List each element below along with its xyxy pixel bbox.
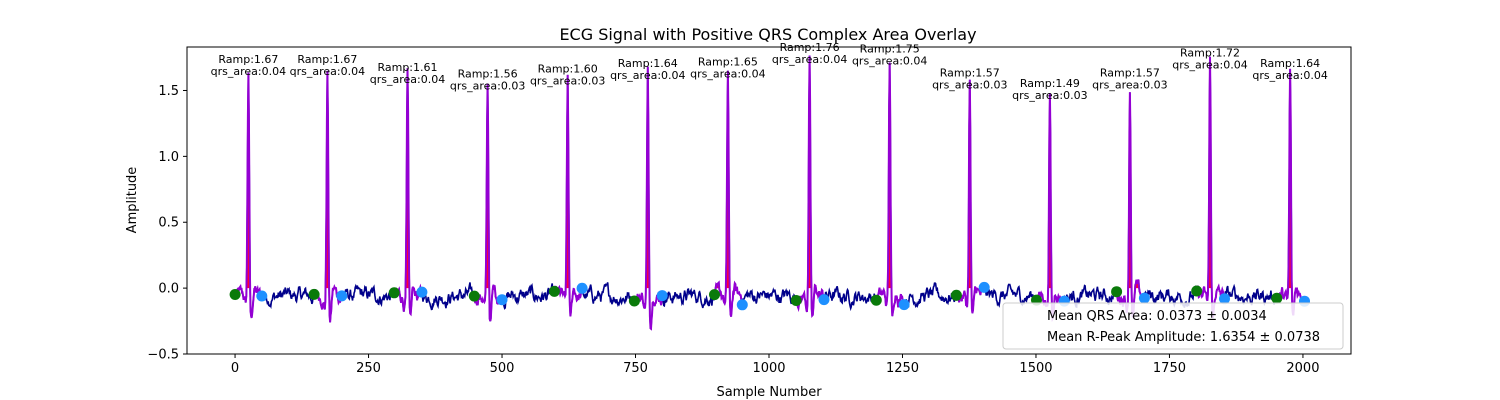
peak-qrs-area-label-3: qrs_area:0.03 <box>450 80 525 93</box>
y-tick-label-3: 1.0 <box>158 150 179 165</box>
qrs-segment-line-0 <box>234 72 263 319</box>
peak-qrs-area-label-8: qrs_area:0.04 <box>852 55 927 68</box>
qrs-segment-line-6 <box>713 70 744 317</box>
qrs-segment-line-7 <box>795 55 825 318</box>
qrs-offset-marker-6 <box>736 299 748 311</box>
peak-ramp-label-0: Ramp:1.67 <box>218 53 278 66</box>
qrs-onset-marker-13 <box>1271 292 1283 304</box>
chart-title: ECG Signal with Positive QRS Complex Are… <box>559 25 976 44</box>
qrs-offset-marker-11 <box>1138 292 1150 304</box>
peak-qrs-area-label-11: qrs_area:0.03 <box>1092 78 1167 91</box>
x-axis-label: Sample Number <box>716 385 822 400</box>
qrs-onset-marker-8 <box>870 294 882 306</box>
legend-entry-r-peak-amplitude: Mean R-Peak Amplitude: 1.6354 ± 0.0738 <box>1047 330 1320 345</box>
peak-qrs-area-label-0: qrs_area:0.04 <box>211 65 286 78</box>
peak-qrs-area-label-7: qrs_area:0.04 <box>772 53 847 66</box>
peak-ramp-label-13: Ramp:1.64 <box>1260 57 1320 70</box>
legend: Mean QRS Area: 0.0373 ± 0.0034 Mean R-Pe… <box>1002 302 1344 350</box>
qrs-offset-marker-0 <box>256 290 268 302</box>
peak-ramp-label-3: Ramp:1.56 <box>458 68 518 81</box>
qrs-segment-line-11 <box>1115 92 1146 318</box>
peak-qrs-area-label-4: qrs_area:0.03 <box>530 74 605 87</box>
qrs-onset-marker-5 <box>628 295 640 307</box>
peak-ramp-label-10: Ramp:1.49 <box>1020 77 1080 90</box>
x-tick-label-4: 1000 <box>752 361 785 376</box>
qrs-offset-marker-8 <box>898 299 910 311</box>
peak-ramp-label-9: Ramp:1.57 <box>940 66 1000 79</box>
qrs-offset-marker-7 <box>818 294 830 306</box>
qrs-segment-line-8 <box>875 62 906 317</box>
peak-qrs-area-label-12: qrs_area:0.04 <box>1172 59 1247 72</box>
qrs-onset-marker-7 <box>790 295 802 306</box>
x-tick-label-6: 1500 <box>1019 361 1052 376</box>
peak-ramp-label-12: Ramp:1.72 <box>1180 47 1240 60</box>
qrs-offset-marker-3 <box>496 294 508 306</box>
peak-ramp-label-7: Ramp:1.76 <box>780 41 840 54</box>
peak-qrs-area-label-1: qrs_area:0.04 <box>290 65 365 78</box>
peak-qrs-area-label-6: qrs_area:0.04 <box>690 68 765 81</box>
x-tick-label-2: 500 <box>490 361 515 376</box>
y-tick-label-4: 1.5 <box>158 84 179 99</box>
peak-qrs-area-label-5: qrs_area:0.04 <box>610 69 685 82</box>
qrs-onset-marker-3 <box>468 290 480 302</box>
x-tick-label-3: 750 <box>623 361 648 376</box>
qrs-offset-marker-4 <box>576 282 588 294</box>
x-tick-label-8: 2000 <box>1286 361 1319 376</box>
peak-qrs-area-label-10: qrs_area:0.03 <box>1012 89 1087 102</box>
qrs-onset-marker-4 <box>548 285 560 297</box>
y-tick-label-2: 0.5 <box>158 216 179 231</box>
qrs-segment-line-9 <box>955 79 986 314</box>
peak-ramp-label-1: Ramp:1.67 <box>297 53 357 66</box>
x-tick-label-5: 1250 <box>886 361 919 376</box>
x-tick-label-7: 1750 <box>1153 361 1186 376</box>
legend-box <box>1002 302 1344 350</box>
y-tick-label-0: −0.5 <box>147 348 179 363</box>
qrs-onset-marker-6 <box>709 289 720 301</box>
qrs-offset-marker-2 <box>416 286 428 298</box>
qrs-segment-line-4 <box>553 74 584 317</box>
x-tick-label-1: 250 <box>356 361 381 376</box>
peak-ramp-label-5: Ramp:1.64 <box>618 57 678 70</box>
peak-ramp-label-2: Ramp:1.61 <box>377 61 437 74</box>
peak-ramp-label-11: Ramp:1.57 <box>1100 66 1160 79</box>
peak-qrs-area-label-2: qrs_area:0.04 <box>370 73 445 86</box>
peak-ramp-label-6: Ramp:1.65 <box>698 56 758 69</box>
peak-qrs-area-label-9: qrs_area:0.03 <box>932 78 1007 91</box>
qrs-onset-marker-12 <box>1191 285 1203 297</box>
legend-entry-qrs-area: Mean QRS Area: 0.0373 ± 0.0034 <box>1047 309 1267 324</box>
qrs-offset-marker-12 <box>1219 293 1230 305</box>
qrs-onset-marker-2 <box>388 287 400 299</box>
qrs-onset-marker-11 <box>1111 286 1123 298</box>
qrs-segment-line-13 <box>1275 68 1304 316</box>
peak-qrs-area-label-13: qrs_area:0.04 <box>1252 69 1327 82</box>
y-tick-label-1: 0.0 <box>158 282 179 297</box>
peak-ramp-label-4: Ramp:1.60 <box>538 62 598 75</box>
qrs-onset-marker-9 <box>950 289 962 301</box>
qrs-offset-marker-9 <box>978 281 990 293</box>
qrs-segment-line-2 <box>393 68 423 317</box>
qrs-offset-marker-5 <box>656 290 668 302</box>
y-axis-label: Amplitude <box>125 167 140 234</box>
plot-area: Ramp:1.67qrs_area:0.04Ramp:1.67qrs_area:… <box>211 41 1328 331</box>
peak-ramp-label-8: Ramp:1.75 <box>860 43 920 56</box>
qrs-onset-marker-0 <box>229 289 241 300</box>
x-tick-label-0: 0 <box>231 361 239 376</box>
qrs-offset-marker-1 <box>336 290 348 302</box>
qrs-onset-marker-1 <box>308 288 320 300</box>
axis-ticks: 0 250 500 750 1000 1250 1500 1750 2000 −0.5 0.0 0.5… <box>147 84 1319 376</box>
